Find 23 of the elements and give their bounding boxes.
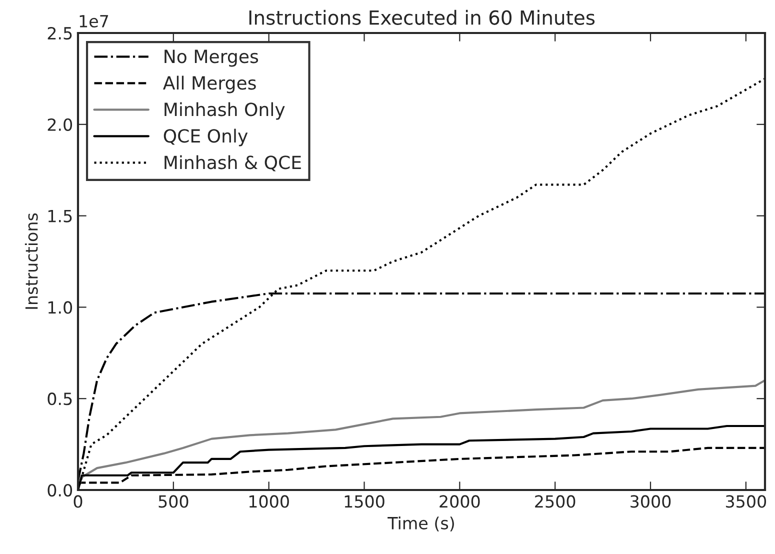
x-tick-label: 1000 bbox=[249, 495, 289, 508]
y-tick-label: 2.0 bbox=[48, 118, 72, 131]
legend-label: Minhash Only bbox=[164, 102, 285, 120]
y-tick-label: 0.0 bbox=[48, 484, 72, 497]
x-tick-label: 0 bbox=[74, 495, 82, 508]
y-tick-label: 1.5 bbox=[48, 210, 72, 222]
x-tick-label: 3000 bbox=[630, 495, 671, 508]
y-axis-title: Instructions bbox=[24, 213, 38, 309]
x-tick-label: 2000 bbox=[440, 495, 480, 508]
x-tick-label: 3500 bbox=[726, 495, 766, 508]
legend-label: All Merges bbox=[163, 76, 256, 94]
x-axis-title: Time (s) bbox=[388, 516, 454, 532]
x-tick-label: 2500 bbox=[535, 495, 576, 508]
y-tick-label: 2.5 bbox=[48, 26, 72, 40]
legend-label: QCE Only bbox=[164, 128, 248, 146]
x-tick-label: 500 bbox=[158, 495, 188, 508]
chart-title: Instructions Executed in 60 Minutes bbox=[249, 10, 595, 25]
legend-label: Minhash & QCE bbox=[164, 155, 301, 172]
y-tick-label: 0.5 bbox=[48, 392, 72, 406]
legend-label: No Merges bbox=[164, 50, 258, 67]
x-tick-label: 1500 bbox=[344, 495, 384, 508]
text: 1e7 bbox=[80, 15, 108, 28]
y-tick-label: 1.0 bbox=[48, 301, 72, 314]
